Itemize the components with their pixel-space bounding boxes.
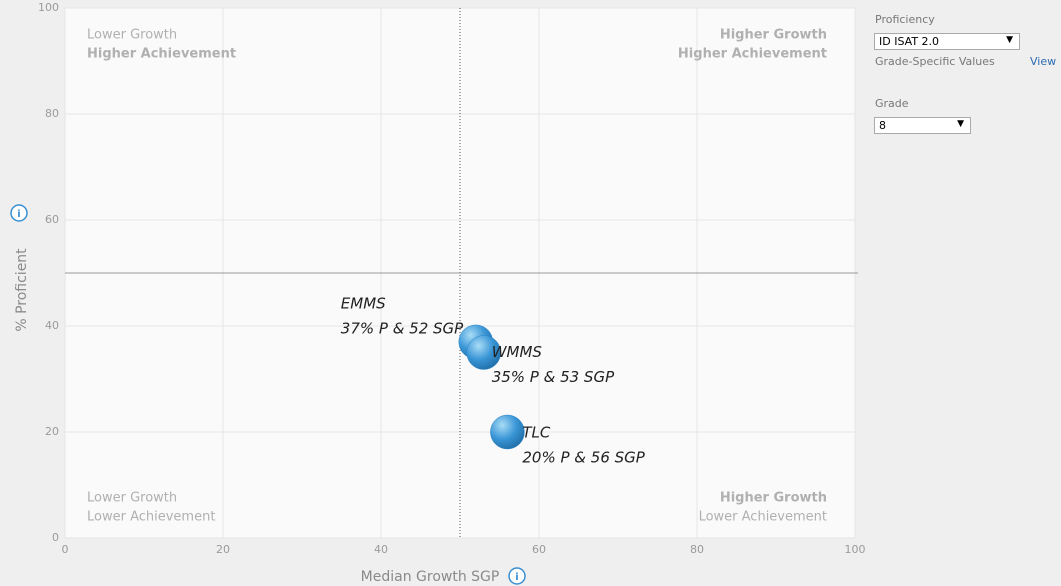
proficiency-value: ID ISAT 2.0: [879, 35, 940, 48]
x-tick-label: 100: [845, 543, 866, 556]
grade-label: Grade: [875, 97, 909, 110]
y-tick-label: 60: [45, 213, 59, 226]
x-tick-label: 0: [62, 543, 69, 556]
y-tick-label: 40: [45, 319, 59, 332]
arrow: ▼: [957, 119, 964, 129]
data-label: 20% P & 56 SGP: [522, 449, 645, 467]
info-icon[interactable]: [10, 204, 28, 222]
data-label: 37% P & 52 SGP: [341, 319, 464, 337]
quadrant-label: Higher Achievement: [678, 47, 827, 62]
info-icon-text[interactable]: i: [515, 572, 518, 583]
x-tick-label: 60: [532, 543, 546, 556]
arrow: ▼: [1006, 35, 1013, 45]
grade-value: 8: [879, 119, 886, 132]
quadrant-label: Lower Achievement: [87, 510, 215, 525]
x-tick-label: 20: [216, 543, 230, 556]
quadrant-label: Lower Achievement: [699, 510, 827, 525]
y-axis-label: % Proficient: [14, 248, 30, 332]
quadrant-label: Higher Growth: [720, 28, 827, 43]
y-tick-label: 0: [52, 531, 59, 544]
point-label: WMMS: [492, 343, 543, 361]
info-icon-text[interactable]: i: [17, 209, 20, 220]
bubble: [490, 414, 525, 450]
quadrant-label: Lower Growth: [87, 491, 177, 506]
data-label: 35% P & 53 SGP: [492, 368, 615, 386]
view-link[interactable]: View: [1030, 55, 1057, 68]
proficiency-label: Proficiency: [875, 13, 935, 26]
y-tick-label: 100: [38, 1, 59, 14]
x-axis-label: Median Growth SGP: [361, 569, 500, 585]
quadrant-label: Higher Growth: [720, 491, 827, 506]
x-tick-label: 80: [690, 543, 704, 556]
point-label: TLC: [522, 424, 551, 442]
quadrant-label: Lower Growth: [87, 28, 177, 43]
quadrant-label: Higher Achievement: [87, 47, 236, 62]
grade-specific-label: Grade-Specific Values: [875, 55, 995, 68]
grade-select[interactable]: 8 ▼: [874, 117, 971, 134]
bubble: [466, 335, 501, 370]
proficiency-select[interactable]: ID ISAT 2.0 ▼: [874, 33, 1020, 50]
y-tick-label: 20: [45, 425, 59, 438]
point-label: EMMS: [341, 294, 386, 312]
info-icon[interactable]: [508, 567, 526, 585]
y-tick-label: 80: [45, 107, 59, 120]
x-tick-label: 40: [374, 543, 388, 556]
